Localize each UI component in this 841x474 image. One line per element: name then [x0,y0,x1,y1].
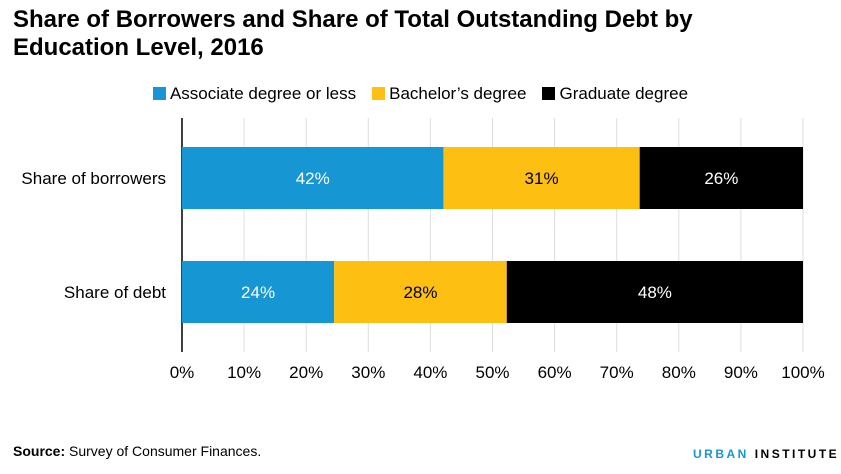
bar-segment [182,147,444,209]
x-tick-label: 100% [781,363,824,382]
legend-swatch [152,87,166,100]
chart-title: Share of Borrowers and Share of Total Ou… [13,6,693,61]
source-note: Source: Survey of Consumer Finances. [13,443,261,459]
legend-swatch [542,87,556,100]
urban-institute-logo: URBAN INSTITUTE [693,447,839,461]
x-tick-label: 80% [662,363,696,382]
x-tick-label: 0% [170,363,195,382]
legend-item: Graduate degree [542,84,688,104]
legend: Associate degree or less Bachelor’s degre… [0,84,841,104]
data-label: 31% [525,169,559,188]
data-label: 48% [638,283,672,302]
x-tick-label: 90% [724,363,758,382]
data-label: 26% [704,169,738,188]
x-tick-label: 50% [475,363,509,382]
data-label: 24% [241,283,275,302]
category-label: Share of debt [64,283,166,302]
x-tick-label: 40% [413,363,447,382]
bar-segment [334,261,507,323]
x-tick-label: 60% [538,363,572,382]
legend-item: Associate degree or less [152,84,357,104]
x-tick-label: 10% [227,363,261,382]
data-label: 28% [403,283,437,302]
legend-label: Bachelor’s degree [389,84,527,103]
legend-item: Bachelor’s degree [372,84,526,104]
source-text: Survey of Consumer Finances. [65,443,262,459]
logo-urban: URBAN [693,447,749,461]
legend-swatch [372,87,386,100]
bar-segment [639,147,803,209]
legend-label: Associate degree or less [169,84,357,103]
x-tick-label: 70% [600,363,634,382]
logo-institute: INSTITUTE [754,447,840,461]
x-tick-label: 20% [289,363,323,382]
source-label: Source: [13,443,66,459]
category-label: Share of borrowers [21,169,166,188]
bar-segment [506,261,803,323]
data-label: 42% [296,169,330,188]
bar-segment [182,261,335,323]
x-tick-label: 30% [351,363,385,382]
legend-label: Graduate degree [559,84,689,103]
bar-segment [443,147,640,209]
